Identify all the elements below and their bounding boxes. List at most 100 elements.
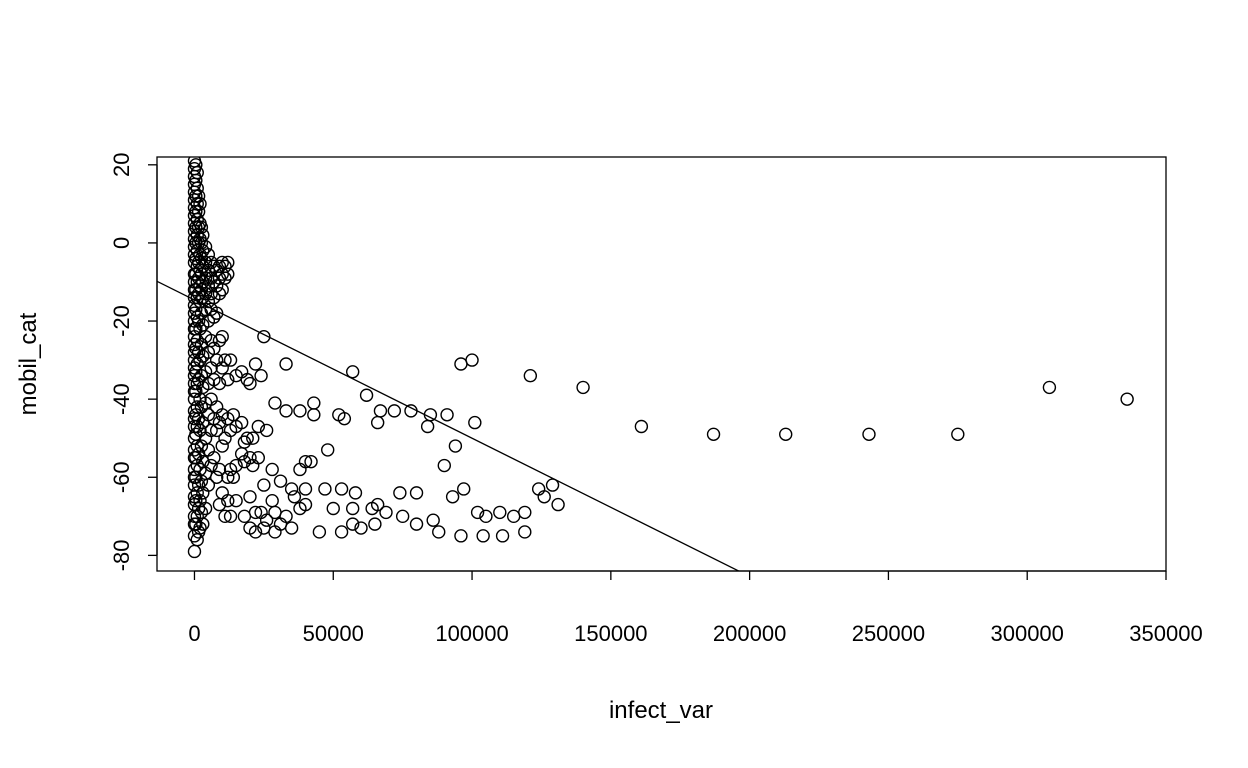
- data-point: [454, 357, 468, 371]
- y-tick-label: -60: [109, 461, 134, 493]
- data-point: [279, 404, 293, 418]
- data-point: [212, 333, 227, 348]
- y-tick-label: 20: [109, 153, 134, 177]
- data-point: [215, 439, 229, 453]
- data-point: [393, 486, 407, 500]
- data-point: [221, 372, 235, 387]
- data-point: [257, 478, 271, 492]
- data-point: [243, 376, 257, 391]
- data-point: [212, 376, 227, 391]
- x-tick-label: 150000: [574, 621, 647, 646]
- data-point: [248, 357, 263, 371]
- data-point: [193, 521, 207, 535]
- data-point: [259, 423, 274, 438]
- data-point: [223, 353, 238, 367]
- data-point: [187, 443, 202, 457]
- data-point: [348, 486, 363, 500]
- data-point: [193, 197, 207, 211]
- data-point: [190, 165, 204, 180]
- data-point: [862, 427, 876, 442]
- data-point: [204, 458, 218, 473]
- data-point: [779, 427, 793, 442]
- data-point: [370, 415, 385, 430]
- data-point: [194, 220, 209, 235]
- data-point: [190, 486, 204, 500]
- data-point: [465, 353, 479, 367]
- data-point: [209, 306, 224, 320]
- data-point: [279, 509, 293, 524]
- data-point: [243, 490, 257, 504]
- data-point: [218, 353, 232, 367]
- data-point: [265, 493, 279, 508]
- y-tick-label: 0: [109, 237, 134, 249]
- data-point: [198, 255, 213, 270]
- data-point: [215, 361, 229, 375]
- data-point: [191, 501, 206, 516]
- data-point: [240, 372, 254, 387]
- x-tick-label: 50000: [303, 621, 364, 646]
- data-point: [246, 431, 260, 445]
- data-point: [198, 286, 213, 301]
- data-point: [194, 236, 209, 250]
- data-point: [293, 404, 307, 418]
- x-tick-label: 200000: [713, 621, 786, 646]
- data-point: [326, 501, 340, 516]
- y-tick-label: -40: [109, 383, 134, 415]
- data-point: [284, 482, 299, 496]
- data-point: [409, 517, 424, 531]
- data-point: [209, 470, 224, 484]
- data-point: [445, 490, 460, 504]
- data-point: [190, 212, 204, 227]
- data-point: [251, 419, 266, 434]
- data-point: [240, 431, 254, 445]
- data-point: [345, 365, 360, 379]
- x-tick-label: 300000: [990, 621, 1063, 646]
- data-point: [420, 419, 435, 434]
- data-point: [218, 271, 232, 285]
- data-point: [207, 259, 221, 274]
- x-tick-label: 0: [188, 621, 200, 646]
- data-point: [307, 408, 321, 422]
- x-tick-label: 100000: [435, 621, 508, 646]
- y-tick-label: -20: [109, 305, 134, 337]
- data-point: [207, 310, 221, 324]
- data-point: [479, 509, 493, 524]
- data-point: [287, 490, 302, 504]
- data-point: [387, 404, 402, 418]
- data-point: [345, 501, 360, 516]
- data-point: [368, 517, 382, 531]
- data-point: [229, 493, 243, 508]
- data-point: [298, 454, 313, 469]
- data-point: [189, 493, 203, 508]
- y-tick-label: -80: [109, 539, 134, 571]
- x-axis-title: infect_var: [609, 697, 713, 724]
- data-point: [201, 478, 216, 492]
- data-point: [198, 501, 213, 516]
- data-point: [304, 454, 318, 469]
- data-point: [432, 525, 446, 539]
- data-point: [493, 505, 507, 520]
- data-point: [1042, 380, 1057, 395]
- x-tick-label: 250000: [852, 621, 925, 646]
- y-axis-title: mobil_cat: [15, 312, 42, 415]
- data-point: [190, 181, 204, 195]
- data-point: [201, 247, 216, 262]
- data-point: [321, 443, 335, 457]
- data-point: [284, 521, 299, 535]
- data-point: [248, 505, 263, 520]
- data-point: [229, 458, 243, 473]
- data-point: [215, 267, 229, 281]
- data-point: [470, 505, 485, 520]
- data-point: [243, 451, 257, 465]
- data-point: [187, 544, 202, 559]
- data-point: [307, 396, 321, 410]
- y-axis: 20 0 -20 -40 -60 -80: [109, 153, 158, 571]
- data-point: [237, 509, 252, 524]
- data-point: [448, 439, 463, 453]
- data-point: [221, 470, 235, 484]
- data-point: [312, 525, 327, 539]
- data-point: [259, 513, 274, 527]
- data-point: [951, 427, 965, 442]
- data-point: [257, 329, 271, 344]
- data-point: [354, 521, 368, 535]
